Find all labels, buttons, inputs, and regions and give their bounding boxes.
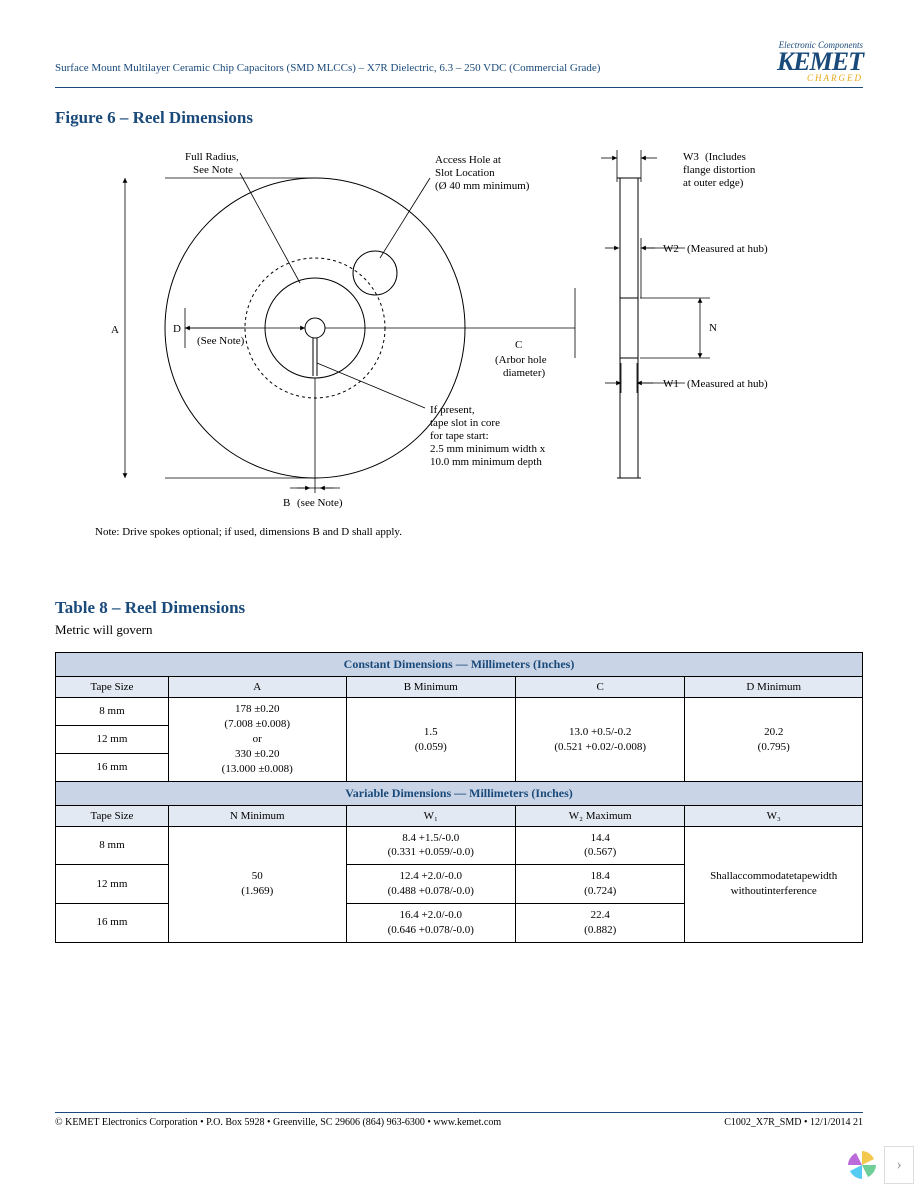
cell2-N: 50 (1.969) <box>168 826 346 942</box>
figure-title: Figure 6 – Reel Dimensions <box>55 108 863 128</box>
page-header: Surface Mount Multilayer Ceramic Chip Ca… <box>55 40 863 83</box>
col-D: D Minimum <box>685 677 863 698</box>
cell2-W2-1: 18.4 (0.724) <box>515 865 684 904</box>
col-B: B Minimum <box>346 677 515 698</box>
label-D: D <box>173 323 181 335</box>
label-if-3: for tape start: <box>430 430 489 442</box>
col-A: A <box>168 677 346 698</box>
label-C: C <box>515 339 522 351</box>
section-head-variable: Variable Dimensions — Millimeters (Inche… <box>56 781 863 805</box>
cell2-W2-0: 14.4 (0.567) <box>515 826 684 865</box>
label-W1: W1 <box>663 378 679 390</box>
col2-tape-size: Tape Size <box>56 805 169 826</box>
col2-W1: W₁ <box>346 805 515 826</box>
label-B: B <box>283 497 290 509</box>
cell2-size-16: 16 mm <box>56 903 169 942</box>
label-A: A <box>111 324 119 336</box>
label-access-2: Slot Location <box>435 167 495 179</box>
cell-D: 20.2 (0.795) <box>685 698 863 781</box>
label-if-4: 2.5 mm minimum width x <box>430 443 546 455</box>
footer-rule <box>55 1112 863 1113</box>
label-if-5: 10.0 mm minimum depth <box>430 456 542 468</box>
label-W3-1: (Includes <box>705 151 746 163</box>
cell2-size-8: 8 mm <box>56 826 169 865</box>
label-B-note: (see Note) <box>297 497 343 509</box>
cell2-size-12: 12 mm <box>56 865 169 904</box>
label-W2-note: (Measured at hub) <box>687 243 768 255</box>
cell-size-12: 12 mm <box>56 726 169 754</box>
cell-C: 13.0 +0.5/-0.2 (0.521 +0.02/-0.008) <box>515 698 684 781</box>
label-C-2: diameter) <box>503 367 545 379</box>
nav-widget: › <box>844 1146 914 1184</box>
footer-left: © KEMET Electronics Corporation • P.O. B… <box>55 1117 501 1128</box>
logo-main: KEMET <box>777 50 863 73</box>
cell2-W1-0: 8.4 +1.5/-0.0 (0.331 +0.059/-0.0) <box>346 826 515 865</box>
cell-size-8: 8 mm <box>56 698 169 726</box>
label-full-radius-2: See Note <box>193 164 233 176</box>
next-page-button[interactable]: › <box>884 1146 914 1184</box>
label-D-note: (See Note) <box>197 335 245 347</box>
label-C-1: (Arbor hole <box>495 354 547 366</box>
pinwheel-icon <box>844 1147 880 1183</box>
col2-W2: W₂ Maximum <box>515 805 684 826</box>
figure-note: Note: Drive spokes optional; if used, di… <box>95 526 863 538</box>
cell-B: 1.5 (0.059) <box>346 698 515 781</box>
col-C: C <box>515 677 684 698</box>
label-W3-3: at outer edge) <box>683 177 744 189</box>
cell-A: 178 ±0.20 (7.008 ±0.008) or 330 ±0.20 (1… <box>168 698 346 781</box>
label-W1-note: (Measured at hub) <box>687 378 768 390</box>
page-footer: © KEMET Electronics Corporation • P.O. B… <box>55 1112 863 1128</box>
table-title: Table 8 – Reel Dimensions <box>55 598 863 618</box>
logo-block: Electronic Components KEMET CHARGED <box>777 40 863 83</box>
label-W3-2: flange distortion <box>683 164 756 176</box>
label-if-2: tape slot in core <box>430 417 500 429</box>
header-rule <box>55 87 863 88</box>
col-tape-size: Tape Size <box>56 677 169 698</box>
cell2-W1-1: 12.4 +2.0/-0.0 (0.488 +0.078/-0.0) <box>346 865 515 904</box>
section-head-constant: Constant Dimensions — Millimeters (Inche… <box>56 653 863 677</box>
label-W3: W3 <box>683 151 699 163</box>
label-access-3: (Ø 40 mm minimum) <box>435 180 530 192</box>
cell2-W1-2: 16.4 +2.0/-0.0 (0.646 +0.078/-0.0) <box>346 903 515 942</box>
cell2-W3: Shallaccommodatetapewidth withoutinterfe… <box>685 826 863 942</box>
label-if-1: If present, <box>430 404 475 416</box>
label-N: N <box>709 322 717 334</box>
footer-right: C1002_X7R_SMD • 12/1/2014 21 <box>724 1117 863 1128</box>
table-subtitle: Metric will govern <box>55 622 863 638</box>
col2-W3: W₃ <box>685 805 863 826</box>
cell2-W2-2: 22.4 (0.882) <box>515 903 684 942</box>
col2-N: N Minimum <box>168 805 346 826</box>
doc-title: Surface Mount Multilayer Ceramic Chip Ca… <box>55 62 600 74</box>
reel-dimensions-table: Constant Dimensions — Millimeters (Inche… <box>55 652 863 942</box>
label-full-radius-1: Full Radius, <box>185 151 239 163</box>
label-access-1: Access Hole at <box>435 154 501 166</box>
label-W2: W2 <box>663 243 679 255</box>
cell-size-16: 16 mm <box>56 753 169 781</box>
reel-diagram: A D (See Note) Full Radius, See Note Acc… <box>85 138 865 518</box>
